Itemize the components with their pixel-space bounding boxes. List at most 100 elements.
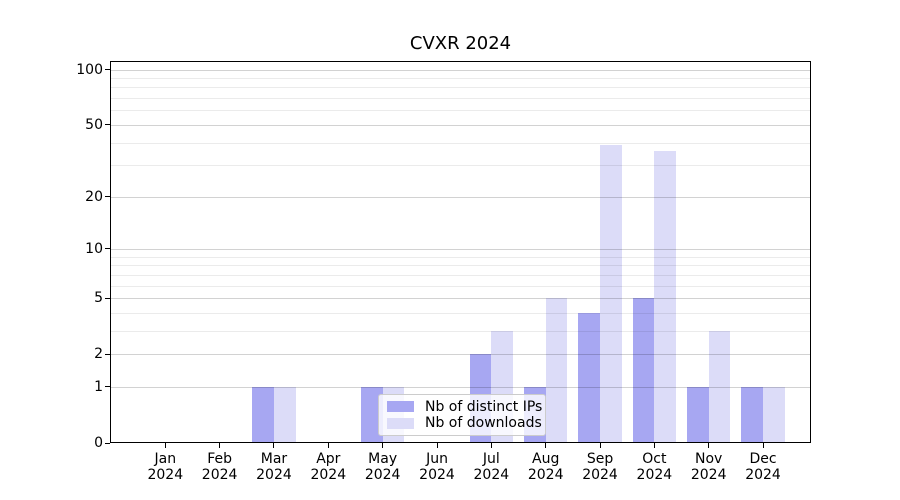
x-tick-year: 2024 [636,467,673,483]
y-tick-mark-1 [105,386,110,388]
x-tick-year: 2024 [419,467,455,483]
x-tick-mark-oct [653,443,655,448]
x-tick-year: 2024 [364,467,401,483]
gridline-minor-9 [110,256,811,258]
gridline-major-10 [110,248,811,250]
gridline-major-1 [110,386,811,388]
x-tick-mark-feb [219,443,221,448]
bar-distinct-ips-may [360,386,383,443]
gridline-major-20 [110,196,811,198]
gridline-minor-7 [110,274,811,276]
legend-swatch-downloads [387,417,414,429]
chart-title: CVXR 2024 [409,33,512,54]
x-tick-mark-jan [164,443,166,448]
x-tick-year: 2024 [527,467,564,483]
gridline-minor-4 [110,312,811,314]
bar-downloads-sep [600,144,622,443]
gridline-minor-6 [110,285,811,287]
x-tick-month: May [368,451,398,467]
x-tick-month: Jan [154,451,177,467]
x-tick-mark-jun [436,443,438,448]
x-tick-label-nov: Nov 2024 [674,451,744,483]
y-tick-label-2: 2 [94,346,103,363]
y-tick-label-5: 5 [94,290,103,307]
y-tick-mark-2 [105,353,110,355]
x-tick-year: 2024 [745,467,781,483]
gridline-minor-30 [110,165,811,167]
x-tick-label-dec: Dec 2024 [728,451,798,483]
x-tick-label-may: May 2024 [348,451,418,483]
gridline-minor-3 [110,330,811,332]
x-tick-year: 2024 [201,467,238,483]
y-tick-label-1: 1 [94,378,103,395]
legend-label-distinct-ips: Nb of distinct IPs [425,398,543,415]
y-tick-mark-5 [105,297,110,299]
bar-downloads-oct [654,150,677,443]
gridline-minor-60 [110,110,811,112]
legend: Nb of distinct IPs Nb of downloads [378,394,546,436]
bar-distinct-ips-dec [741,386,764,443]
x-tick-year: 2024 [147,467,184,483]
gridline-minor-90 [110,78,811,80]
x-tick-month: Nov [695,451,723,467]
x-tick-month: Jun [426,451,448,467]
gridline-major-50 [110,124,811,126]
x-tick-label-jul: Jul 2024 [456,451,526,483]
x-tick-month: Sep [586,451,614,467]
bar-downloads-dec [763,386,785,443]
x-tick-label-aug: Aug 2024 [511,451,581,483]
x-tick-year: 2024 [256,467,292,483]
bar-downloads-aug [545,298,568,443]
bar-distinct-ips-oct [632,298,655,443]
bar-downloads-mar [273,386,296,443]
x-tick-year: 2024 [473,467,510,483]
x-tick-month: Apr [316,451,341,467]
x-tick-label-oct: Oct 2024 [619,451,689,483]
legend-label-downloads: Nb of downloads [425,415,542,432]
gridline-minor-70 [110,98,811,100]
x-tick-year: 2024 [690,467,727,483]
x-tick-label-jan: Jan 2024 [130,451,200,483]
x-tick-mark-nov [708,443,710,448]
x-tick-mark-aug [545,443,547,448]
x-tick-label-sep: Sep 2024 [565,451,635,483]
x-tick-month: Aug [532,451,560,467]
y-tick-label-100: 100 [76,61,103,78]
plot-frame [110,60,811,443]
x-tick-mark-mar [273,443,275,448]
y-tick-mark-10 [105,248,110,250]
bar-distinct-ips-nov [687,386,709,443]
y-tick-label-20: 20 [85,188,103,205]
x-tick-mark-sep [599,443,601,448]
x-tick-year: 2024 [582,467,618,483]
y-tick-mark-20 [105,196,110,198]
gridline-minor-80 [110,87,811,89]
y-tick-mark-0 [105,442,110,444]
gridline-minor-40 [110,142,811,144]
y-tick-mark-100 [105,69,110,71]
x-tick-label-apr: Apr 2024 [293,451,363,483]
gridline-minor-8 [110,265,811,267]
bar-distinct-ips-mar [252,386,274,443]
x-tick-month: Feb [207,451,233,467]
x-tick-month: Mar [260,451,288,467]
y-tick-label-50: 50 [85,116,103,133]
y-tick-label-10: 10 [85,240,103,257]
y-tick-mark-50 [105,124,110,126]
x-tick-month: Dec [749,451,777,467]
gridline-major-5 [110,298,811,300]
y-tick-label-0: 0 [94,435,103,451]
legend-swatch-distinct-ips [387,401,414,413]
x-tick-month: Jul [482,451,500,467]
legend-entry-distinct-ips: Nb of distinct IPs [379,399,545,415]
x-tick-mark-may [382,443,384,448]
x-tick-month: Oct [642,451,667,467]
x-tick-mark-dec [762,443,764,448]
x-tick-label-mar: Mar 2024 [239,451,309,483]
x-tick-label-feb: Feb 2024 [185,451,255,483]
legend-entry-downloads: Nb of downloads [379,415,545,431]
x-tick-mark-jul [490,443,492,448]
gridline-major-2 [110,354,811,356]
bar-distinct-ips-sep [578,312,600,443]
